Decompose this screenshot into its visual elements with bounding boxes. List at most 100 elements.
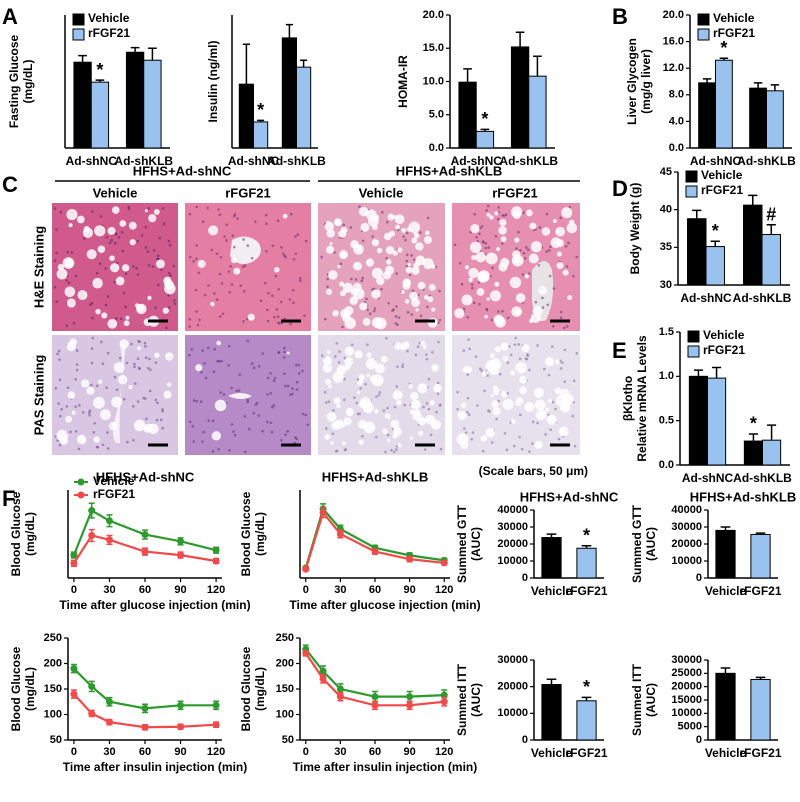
tissue-nucleus (218, 272, 222, 276)
tissue-vacuole (360, 396, 372, 409)
tissue-nucleus (151, 265, 155, 268)
tissue-nucleus (397, 316, 401, 319)
tissue-nucleus (563, 380, 567, 383)
tissue-nucleus (485, 307, 488, 311)
tissue-vacuole (247, 313, 255, 321)
tissue-nucleus (298, 277, 302, 280)
tissue-vacuole (386, 259, 392, 265)
tissue-nucleus (393, 405, 397, 409)
tissue-nucleus (562, 326, 566, 330)
tissue-nucleus (527, 272, 531, 275)
tissue-nucleus (53, 285, 57, 289)
tissue-nucleus (470, 437, 474, 441)
tissue-vacuole (111, 206, 120, 214)
tissue-vacuole (384, 413, 391, 420)
tissue-vacuole (405, 266, 413, 274)
tissue-nucleus (462, 307, 466, 311)
tissue-vacuole (524, 401, 535, 413)
tissue-vacuole (153, 208, 160, 215)
tissue-vacuole (195, 364, 203, 372)
tissue-nucleus (92, 431, 96, 434)
tissue-nucleus (323, 390, 327, 394)
tissue-nucleus (551, 400, 555, 404)
tissue-nucleus (220, 282, 224, 285)
tissue-nucleus (57, 402, 60, 405)
tissue-nucleus (385, 336, 388, 340)
tissue-nucleus (304, 239, 308, 243)
tissue-nucleus (65, 405, 69, 408)
tissue-nucleus (58, 443, 62, 447)
tissue-nucleus (333, 251, 336, 254)
tissue-nucleus (145, 417, 148, 421)
tissue-nucleus (58, 358, 61, 361)
tissue-nucleus (158, 236, 162, 240)
tissue-nucleus (427, 377, 431, 381)
tissue-nucleus (425, 402, 429, 405)
tissue-vacuole (404, 299, 410, 304)
tissue-nucleus (238, 373, 242, 376)
tissue-nucleus (195, 310, 198, 313)
tissue-vacuole (144, 209, 148, 213)
tissue-nucleus (95, 384, 99, 388)
bar (743, 440, 763, 466)
tissue-vacuole (340, 290, 347, 297)
x-tick-label: 30 (334, 746, 346, 758)
y-tick-label: 50 (282, 734, 294, 746)
tissue-vacuole (109, 255, 115, 262)
legend-swatch (697, 28, 710, 41)
tissue-nucleus (572, 379, 576, 383)
y-tick-label: 10.0 (423, 75, 444, 87)
y-axis-label: (mg/dL) (21, 60, 35, 104)
tissue-vacuole (393, 214, 398, 220)
tissue-nucleus (228, 290, 232, 294)
tissue-nucleus (478, 302, 481, 306)
tissue-nucleus (295, 380, 299, 384)
tissue-nucleus (154, 306, 157, 310)
y-tick-label: 20.0 (663, 9, 684, 21)
tissue-vacuole (417, 416, 427, 426)
tissue-nucleus (427, 407, 431, 411)
micrograph (185, 203, 311, 331)
tissue-nucleus (106, 351, 110, 355)
tissue-nucleus (534, 300, 538, 304)
tissue-vacuole (334, 419, 344, 429)
tissue-nucleus (210, 248, 214, 252)
legend-label: Vehicle (703, 328, 745, 342)
y-tick-label: 0.0 (669, 142, 684, 154)
tissue-nucleus (395, 272, 398, 275)
tissue-vacuole (415, 242, 424, 251)
tissue-nucleus (204, 376, 208, 380)
tissue-nucleus (521, 273, 525, 276)
tissue-nucleus (156, 254, 160, 258)
x-tick-label: Ad-shKLB (499, 154, 558, 168)
tissue-nucleus (53, 259, 57, 262)
tissue-vacuole (357, 379, 364, 386)
tissue-nucleus (338, 350, 341, 353)
tissue-vacuole (333, 397, 341, 404)
tissue-nucleus (105, 235, 109, 239)
tissue-vacuole (360, 222, 370, 232)
tissue-nucleus (274, 274, 278, 278)
x-tick-label: Ad-shNC (228, 154, 280, 168)
tissue-nucleus (299, 279, 302, 283)
tissue-nucleus (523, 257, 527, 260)
tissue-nucleus (524, 246, 528, 249)
x-tick-label: 30 (334, 584, 346, 596)
significance-mark: * (583, 677, 590, 697)
tissue-vacuole (65, 259, 74, 268)
legend-label: Vehicle (701, 168, 743, 182)
tissue-nucleus (503, 432, 507, 435)
tissue-nucleus (295, 388, 299, 391)
error-bar (546, 533, 557, 538)
tissue-nucleus (405, 253, 409, 256)
tissue-vacuole (484, 314, 488, 319)
tissue-nucleus (264, 213, 268, 217)
tissue-vacuole (76, 434, 87, 445)
y-axis-label: Body Weight (g) (628, 183, 642, 275)
tissue-nucleus (360, 279, 364, 283)
tissue-vacuole (339, 281, 345, 287)
tissue-vacuole (418, 430, 424, 436)
tissue-nucleus (113, 280, 116, 284)
tissue-nucleus (121, 249, 125, 253)
tissue-nucleus (225, 223, 229, 226)
